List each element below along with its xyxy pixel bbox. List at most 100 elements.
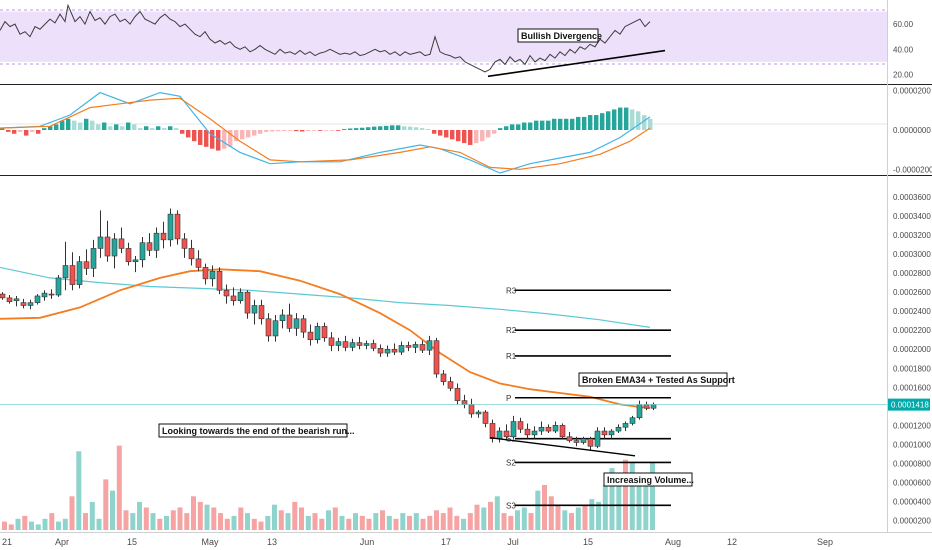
macd-histogram-bar <box>468 130 473 145</box>
candle-body <box>524 428 531 436</box>
macd-histogram-bar <box>96 124 101 130</box>
macd-histogram-bar <box>354 128 359 130</box>
macd-histogram-bar <box>198 130 203 145</box>
candle-body <box>230 295 237 302</box>
annotation-text: Increasing Volume... <box>607 475 694 485</box>
rsi-tick-label: 20.00 <box>893 70 914 79</box>
volume-bar <box>69 496 75 531</box>
time-axis: 21 Apr 15 May 13 Jun 17 Jul 15 Aug 12 Sep <box>2 537 833 547</box>
candle-body <box>489 423 496 439</box>
candle-body <box>440 373 447 382</box>
volume-bar <box>569 513 574 530</box>
candle-body <box>615 426 622 432</box>
candle-body <box>48 293 55 296</box>
volume-bar <box>575 507 581 530</box>
annotation-box <box>603 472 693 487</box>
annotation-bearish-run[interactable]: Looking towards the end of the bearish r… <box>158 423 355 438</box>
candlesticks <box>0 208 657 451</box>
time-tick-label: 15 <box>583 537 593 547</box>
volume-bar <box>116 445 122 530</box>
macd-histogram-bar <box>570 118 575 130</box>
candle-body <box>482 411 489 424</box>
rsi-tick-label: 40.00 <box>893 45 914 54</box>
price-tick-label: 0.0003400 <box>893 212 931 221</box>
time-tick-label: Aug <box>665 537 681 547</box>
long-moving-average-line <box>0 266 651 328</box>
candle-body <box>580 438 587 443</box>
macd-histogram-bar <box>144 126 149 130</box>
macd-histogram-bar <box>378 126 383 130</box>
rsi-panel[interactable]: 60.00 40.00 20.00 Bullish Divergence <box>0 3 914 79</box>
volume-bar <box>589 499 595 530</box>
macd-histogram-bar <box>312 130 317 131</box>
macd-histogram-bar <box>540 120 545 130</box>
macd-histogram-bar <box>60 120 65 130</box>
volume-bar <box>555 504 561 530</box>
macd-histogram-bar <box>522 122 527 130</box>
price-tick-label: 0.0001800 <box>893 364 931 373</box>
volume-bar <box>224 518 230 531</box>
annotation-increasing-volume[interactable]: Increasing Volume... <box>603 472 694 487</box>
macd-histogram-bar <box>486 130 491 138</box>
volume-bar <box>305 515 311 530</box>
annotation-broken-ema[interactable]: Broken EMA34 + Tested As Support <box>578 372 735 387</box>
price-tick-label: 0.0002200 <box>893 326 931 335</box>
price-tick-label: 0.0003000 <box>893 250 931 259</box>
macd-panel[interactable]: 0.0000200 0.0000000 -0.0000200 <box>0 87 932 175</box>
candle-body <box>34 295 41 303</box>
annotation-box <box>517 28 599 43</box>
macd-histogram-bar <box>384 125 389 130</box>
volume-bar <box>427 515 433 530</box>
volume-bar <box>319 518 325 531</box>
macd-histogram-bar <box>150 128 155 130</box>
rsi-divergence-trendline[interactable] <box>487 49 666 78</box>
volume-bar <box>454 515 460 530</box>
candle-body <box>195 258 202 268</box>
time-tick-label: Apr <box>55 537 69 547</box>
candle-body <box>55 277 62 296</box>
volume-bar <box>353 513 358 530</box>
candle-body <box>510 421 517 438</box>
macd-histogram-bar <box>78 122 83 130</box>
pivot-label: S3 <box>506 501 516 510</box>
candle-body <box>27 302 34 306</box>
annotation-text: Broken EMA34 + Tested As Support <box>582 375 735 385</box>
volume-bar <box>177 507 183 530</box>
macd-histogram-bar <box>288 130 293 131</box>
candle-body <box>447 381 454 389</box>
volume-bar <box>143 507 149 530</box>
macd-axis: 0.0000200 0.0000000 -0.0000200 <box>893 87 932 175</box>
macd-histogram-bar <box>36 130 41 134</box>
candle-body <box>223 289 230 297</box>
volume-bar <box>359 515 365 530</box>
macd-histogram-bar <box>510 124 515 130</box>
volume-bar <box>197 501 203 530</box>
volume-bar <box>467 513 473 530</box>
volume-bar <box>393 518 399 531</box>
macd-histogram-bar <box>624 107 629 130</box>
macd-histogram-bar <box>216 130 221 151</box>
volume-bar <box>137 501 142 530</box>
annotation-bullish-divergence[interactable]: Bullish Divergence <box>517 28 602 43</box>
candle-body <box>41 292 48 298</box>
macd-histogram-bar <box>90 120 95 130</box>
candle-body <box>587 438 594 447</box>
volume-bar <box>191 496 196 531</box>
volume-bar <box>413 513 419 530</box>
macd-histogram-bar <box>18 130 23 132</box>
candle-body <box>398 345 405 353</box>
macd-histogram-bar <box>30 130 35 132</box>
candle-body <box>251 305 258 314</box>
volume-bar <box>434 510 439 530</box>
macd-histogram-bar <box>162 128 167 130</box>
volume-bar <box>238 507 244 530</box>
support-trendline[interactable] <box>489 437 636 457</box>
macd-histogram-bar <box>126 122 131 130</box>
candle-body <box>202 267 209 280</box>
candle-body <box>321 326 328 339</box>
volume-bar <box>380 510 385 530</box>
macd-histogram-bar <box>258 130 263 134</box>
volume-bar <box>548 496 554 531</box>
volume-bar <box>602 485 608 530</box>
price-panel[interactable]: 0.0003600 0.0003400 0.0003200 0.0003000 0.00… <box>0 193 931 531</box>
